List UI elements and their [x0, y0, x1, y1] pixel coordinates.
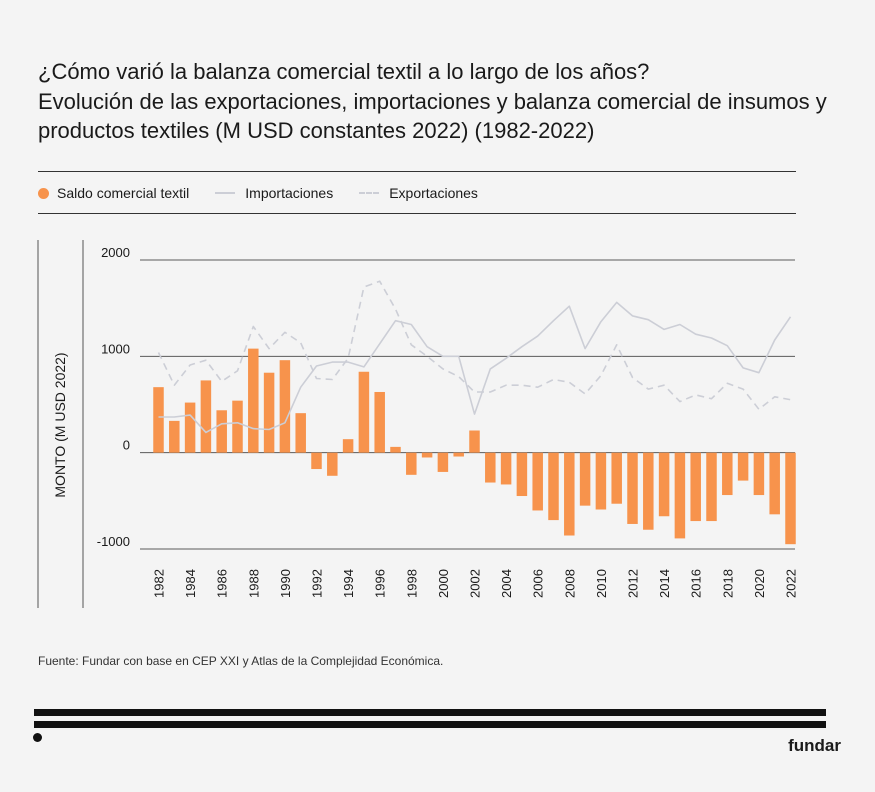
- x-tick-label: 1998: [404, 569, 419, 598]
- trade-balance-chart: MONTO (M USD 2022) 2000 1000 0 -1000 1982 1984…: [37, 240, 799, 608]
- legend-label-balance: Saldo comercial textil: [57, 185, 190, 201]
- x-tick-label: 2022: [784, 569, 799, 598]
- x-tick-label: 2000: [436, 569, 451, 598]
- footer-strip-bottom: [34, 721, 826, 728]
- legend-bottom-rule: [38, 213, 796, 214]
- balance-bar: [674, 452, 686, 539]
- balance-bar: [327, 452, 338, 476]
- chart-title: ¿Cómo varió la balanza comercial textil …: [38, 59, 650, 84]
- balance-bar: [153, 387, 164, 453]
- balance-bar: [311, 452, 322, 470]
- legend-label-imports: Importaciones: [245, 185, 334, 201]
- imports-line: [158, 301, 792, 434]
- balance-bar: [232, 400, 243, 453]
- y-axis-label: MONTO (M USD 2022): [52, 352, 68, 497]
- x-tick-label: 2020: [752, 569, 767, 598]
- balance-bar: [216, 410, 227, 453]
- balance-bar: [690, 452, 701, 522]
- x-tick-label: 1982: [152, 569, 167, 598]
- balance-bar: [785, 452, 796, 545]
- balance-bar: [406, 452, 417, 475]
- balance-bar: [279, 360, 291, 453]
- y-tick-label: -1000: [97, 534, 130, 549]
- balance-bar: [579, 452, 591, 506]
- balance-bar: [248, 348, 259, 453]
- legend: Saldo comercial textil Importaciones Exp…: [38, 183, 504, 203]
- legend-item-exports: Exportaciones: [359, 185, 478, 201]
- x-tick-label: 2014: [657, 569, 672, 598]
- x-tick-label: 2004: [499, 569, 514, 598]
- balance-bar: [595, 452, 607, 510]
- x-tick-label: 2006: [531, 569, 546, 598]
- balance-bar: [453, 452, 464, 457]
- balance-bar: [627, 452, 638, 524]
- balance-bar: [390, 446, 401, 453]
- x-tick-label: 2010: [594, 569, 609, 598]
- x-tick-label: 1986: [215, 569, 230, 598]
- x-tick-label: 1992: [310, 569, 325, 598]
- balance-bar: [342, 439, 354, 453]
- balance-bar: [516, 452, 528, 497]
- legend-top-rule: [38, 171, 796, 172]
- x-tick-label: 2012: [626, 569, 641, 598]
- x-tick-label: 1990: [278, 569, 293, 598]
- legend-item-imports: Importaciones: [215, 185, 333, 201]
- balance-bar: [769, 452, 780, 515]
- imports-swatch-icon: [215, 192, 236, 194]
- x-tick-label: 2002: [468, 569, 483, 598]
- balance-bar: [753, 452, 765, 496]
- balance-bar: [469, 430, 480, 453]
- x-tick-label: 1984: [183, 569, 198, 598]
- balance-bar: [532, 452, 543, 511]
- x-tick-label: 1994: [341, 569, 356, 598]
- brand-logo: fundar: [788, 736, 841, 755]
- balance-bar: [184, 402, 196, 453]
- balance-bar: [658, 452, 670, 517]
- x-tick-label: 2008: [562, 569, 577, 598]
- balance-bar: [437, 452, 449, 472]
- balance-bar: [485, 452, 496, 483]
- brand-dot: [33, 733, 42, 742]
- x-tick-label: 1996: [373, 569, 388, 598]
- balance-bar: [200, 380, 212, 453]
- balance-bar: [564, 452, 575, 536]
- x-tick-label: 1988: [246, 569, 261, 598]
- footer-strip-top: [34, 709, 826, 716]
- exports-swatch-icon: [359, 192, 380, 194]
- balance-bar: [295, 413, 306, 453]
- balance-bar: [706, 452, 717, 522]
- legend-item-balance: Saldo comercial textil: [38, 185, 189, 201]
- balance-swatch-icon: [38, 187, 49, 199]
- y-tick-label: 0: [123, 438, 130, 453]
- balance-bar: [421, 452, 433, 458]
- balance-bar: [263, 372, 275, 453]
- y-tick-label: 2000: [101, 245, 130, 260]
- balance-bar: [737, 452, 749, 481]
- balance-bar: [500, 452, 512, 485]
- legend-label-exports: Exportaciones: [389, 185, 478, 201]
- y-tick-label: 1000: [101, 341, 130, 356]
- balance-bar: [548, 452, 559, 521]
- balance-bar: [374, 391, 385, 453]
- source-note: Fuente: Fundar con base en CEP XXI y Atl…: [38, 654, 444, 668]
- x-tick-label: 2018: [720, 569, 735, 598]
- balance-bar: [169, 420, 180, 453]
- balance-bar: [611, 452, 622, 504]
- balance-bar: [643, 452, 654, 530]
- balance-bar: [358, 371, 370, 453]
- balance-bar: [722, 452, 733, 496]
- x-tick-label: 2016: [689, 569, 704, 598]
- chart-subtitle: Evolución de las exportaciones, importac…: [38, 89, 827, 143]
